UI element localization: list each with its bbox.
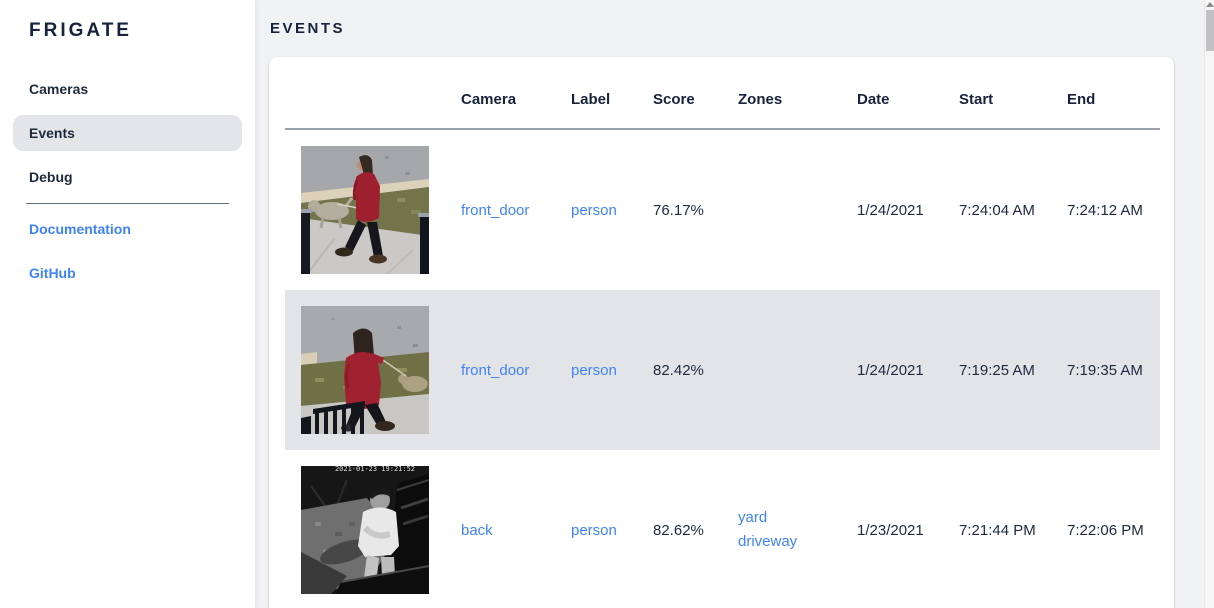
- label-link[interactable]: person: [571, 361, 617, 379]
- camera-link[interactable]: front_door: [461, 361, 530, 379]
- event-row[interactable]: 2021-01-23 19:21:52 back person 82.62% y…: [285, 450, 1160, 608]
- score-value: 82.62%: [653, 521, 704, 539]
- events-card: Camera Label Score Zones Date Start End: [269, 57, 1174, 608]
- vertical-scrollbar[interactable]: [1204, 0, 1214, 608]
- sidebar-item-label: Cameras: [29, 81, 89, 97]
- sidebar-link-documentation[interactable]: Documentation: [13, 211, 242, 247]
- event-row[interactable]: front_door person 76.17% 1/24/2021 7:24:…: [285, 130, 1160, 290]
- page-title: EVENTS: [270, 20, 346, 37]
- score-value: 76.17%: [653, 201, 704, 219]
- sidebar-link-label: Documentation: [29, 221, 131, 237]
- date-value: 1/24/2021: [857, 361, 924, 379]
- sidebar-divider: [26, 203, 229, 204]
- column-header-score: Score: [653, 91, 695, 108]
- header-thumbnail-spacer: [285, 108, 461, 128]
- start-time-value: 7:19:25 AM: [959, 361, 1035, 379]
- column-header-zones: Zones: [738, 91, 783, 108]
- column-header-camera: Camera: [461, 91, 517, 108]
- camera-link[interactable]: front_door: [461, 201, 530, 219]
- event-thumbnail[interactable]: 2021-01-23 19:21:52: [301, 466, 429, 594]
- date-value: 1/23/2021: [857, 521, 924, 539]
- sidebar-item-events[interactable]: Events: [13, 115, 242, 151]
- end-time-value: 7:24:12 AM: [1067, 201, 1143, 219]
- event-row[interactable]: front_door person 82.42% 1/24/2021 7:19:…: [285, 290, 1160, 450]
- sidebar-item-cameras[interactable]: Cameras: [13, 71, 242, 107]
- score-value: 82.42%: [653, 361, 704, 379]
- column-header-date: Date: [857, 91, 890, 108]
- zone-link-driveway[interactable]: driveway: [738, 533, 798, 550]
- column-header-label: Label: [571, 91, 611, 108]
- date-value: 1/24/2021: [857, 201, 924, 219]
- scrollbar-thumb[interactable]: [1205, 10, 1214, 51]
- sidebar-item-label: Debug: [29, 169, 73, 185]
- main-content: EVENTS Camera Label Score Zones Date Sta…: [255, 0, 1214, 608]
- sidebar-link-label: GitHub: [29, 265, 76, 281]
- column-header-end: End: [1067, 91, 1096, 108]
- end-time-value: 7:19:35 AM: [1067, 361, 1143, 379]
- sidebar-nav: Cameras Events Debug Documentation GitHu…: [0, 71, 255, 291]
- event-thumbnail[interactable]: [301, 306, 429, 434]
- sidebar-item-debug[interactable]: Debug: [13, 159, 242, 195]
- start-time-value: 7:21:44 PM: [959, 521, 1036, 539]
- event-thumbnail[interactable]: [301, 146, 429, 274]
- end-time-value: 7:22:06 PM: [1067, 521, 1144, 539]
- column-header-start: Start: [959, 91, 994, 108]
- sidebar-link-github[interactable]: GitHub: [13, 255, 242, 291]
- sidebar-item-label: Events: [29, 125, 75, 141]
- zone-link-yard[interactable]: yard: [738, 509, 768, 526]
- app-logo: FRIGATE: [29, 20, 132, 41]
- events-table-header: Camera Label Score Zones Date Start End: [285, 57, 1160, 130]
- camera-link[interactable]: back: [461, 521, 493, 539]
- label-link[interactable]: person: [571, 201, 617, 219]
- zones-cell: yard driveway: [738, 506, 857, 554]
- scrollbar-up-arrow-icon[interactable]: [1205, 2, 1214, 7]
- label-link[interactable]: person: [571, 521, 617, 539]
- start-time-value: 7:24:04 AM: [959, 201, 1035, 219]
- timestamp-overlay: 2021-01-23 19:21:52: [335, 466, 415, 473]
- sidebar: FRIGATE Cameras Events Debug Documentati…: [0, 0, 255, 608]
